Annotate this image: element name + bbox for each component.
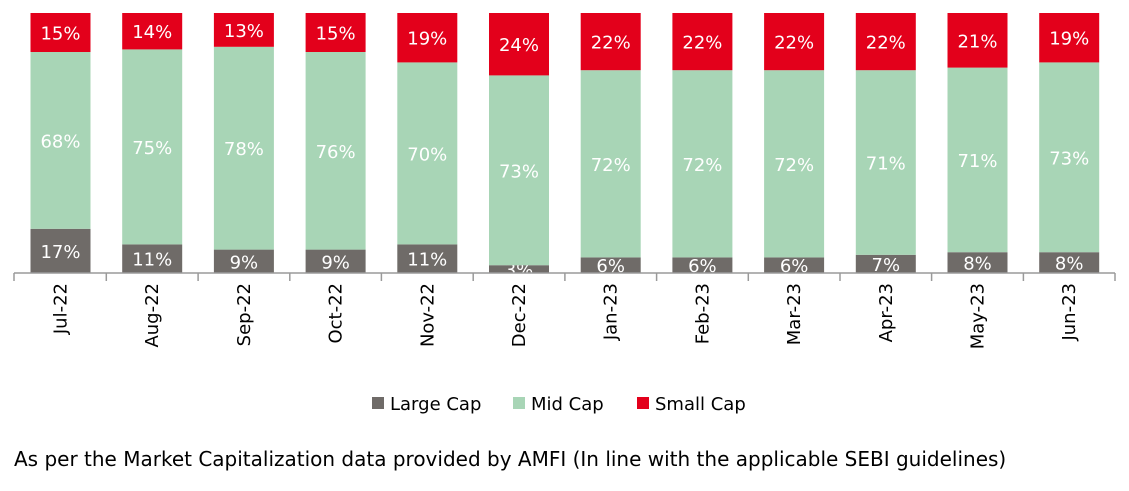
data-label-small-cap-mar-23: 22% — [774, 33, 814, 54]
bar-mid-cap-nov-22 — [397, 62, 458, 245]
legend-item-small-cap: Small Cap — [637, 394, 746, 415]
data-label-large-cap-aug-22: 11% — [132, 250, 172, 271]
data-label-large-cap-jan-23: 6% — [596, 256, 625, 277]
data-label-mid-cap-apr-23: 71% — [866, 154, 906, 175]
bar-small-cap-jul-22 — [30, 13, 91, 52]
x-axis-ticks: Jul-22 Aug-22 Sep-22 Oct-22 Nov-22 Dec-22 Jan-… — [13, 273, 1116, 349]
bar-mid-cap-jul-22 — [30, 52, 91, 229]
data-label-small-cap-feb-23: 22% — [682, 33, 722, 54]
stacked-bar-chart: 17% 68% 15% 11% 75% 14% 9% 78% 13% 9% 76% 15% 11% 70%… — [13, 13, 1116, 415]
data-label-mid-cap-jun-23: 73% — [1049, 148, 1089, 169]
bar-large-cap-dec-22 — [489, 265, 549, 273]
data-label-mid-cap-nov-22: 70% — [407, 144, 447, 165]
legend-swatch-large-cap — [372, 397, 384, 409]
bar-mid-cap-sep-22 — [213, 46, 274, 250]
bar-mid-cap-jun-23 — [1039, 62, 1100, 253]
x-tick-label-dec-22: Dec-22 — [509, 283, 530, 347]
data-label-small-cap-aug-22: 14% — [132, 22, 172, 43]
data-label-large-cap-apr-23: 7% — [872, 255, 901, 276]
bar-large-cap-jun-23 — [1039, 252, 1100, 273]
bar-mid-cap-mar-23 — [764, 70, 825, 258]
bar-small-cap-may-23 — [947, 13, 1008, 68]
bar-large-cap-apr-23 — [855, 254, 916, 273]
data-label-mid-cap-jul-22: 68% — [40, 131, 80, 152]
bar-large-cap-mar-23 — [764, 257, 825, 273]
x-tick-label-apr-23: Apr-23 — [876, 283, 897, 342]
data-label-mid-cap-aug-22: 75% — [132, 138, 172, 159]
data-label-small-cap-nov-22: 19% — [407, 29, 447, 50]
data-label-small-cap-sep-22: 13% — [224, 21, 264, 42]
data-label-mid-cap-feb-23: 72% — [682, 155, 722, 176]
bars: 17% 68% 15% 11% 75% 14% 9% 78% 13% 9% 76% 15% 11% 70%… — [30, 13, 1100, 281]
data-label-small-cap-jul-22: 15% — [40, 24, 80, 45]
bar-small-cap-dec-22 — [489, 13, 549, 76]
x-tick-label-mar-23: Mar-23 — [784, 283, 805, 345]
bar-small-cap-sep-22 — [213, 13, 274, 47]
bar-small-cap-nov-22 — [397, 13, 458, 63]
data-label-large-cap-may-23: 8% — [963, 254, 992, 275]
data-label-large-cap-jul-22: 17% — [40, 242, 80, 263]
x-tick-label-nov-22: Nov-22 — [417, 283, 438, 347]
bar-small-cap-apr-23 — [855, 13, 916, 71]
bar-large-cap-feb-23 — [672, 257, 733, 273]
data-label-small-cap-may-23: 21% — [957, 31, 997, 52]
legend-label-large-cap: Large Cap — [390, 394, 481, 415]
data-label-large-cap-sep-22: 9% — [230, 252, 259, 273]
bar-large-cap-jul-22 — [30, 228, 91, 273]
data-label-large-cap-feb-23: 6% — [688, 256, 717, 277]
data-label-mid-cap-may-23: 71% — [957, 151, 997, 172]
data-label-large-cap-dec-22: 3% — [505, 260, 534, 281]
x-tick-label-sep-22: Sep-22 — [234, 283, 255, 346]
legend-label-small-cap: Small Cap — [655, 394, 746, 415]
data-label-large-cap-oct-22: 9% — [321, 252, 350, 273]
data-label-large-cap-mar-23: 6% — [780, 256, 809, 277]
bar-mid-cap-jan-23 — [580, 70, 641, 258]
bar-large-cap-may-23 — [947, 252, 1008, 273]
x-tick-label-jul-22: Jul-22 — [51, 283, 72, 335]
data-label-large-cap-nov-22: 11% — [407, 250, 447, 271]
legend-item-mid-cap: Mid Cap — [513, 394, 604, 415]
x-tick-label-may-23: May-23 — [968, 283, 989, 349]
data-label-small-cap-apr-23: 22% — [866, 33, 906, 54]
bar-large-cap-jan-23 — [580, 257, 641, 273]
legend-swatch-mid-cap — [513, 397, 525, 409]
bar-mid-cap-aug-22 — [122, 49, 183, 245]
data-label-mid-cap-jan-23: 72% — [591, 155, 631, 176]
bar-small-cap-aug-22 — [122, 13, 183, 50]
x-tick-label-jan-23: Jan-23 — [601, 283, 622, 341]
bar-small-cap-jan-23 — [580, 13, 641, 71]
bar-large-cap-aug-22 — [122, 244, 183, 273]
bar-small-cap-oct-22 — [305, 13, 366, 52]
data-label-small-cap-oct-22: 15% — [316, 24, 356, 45]
x-tick-label-feb-23: Feb-23 — [692, 283, 713, 344]
legend: Large Cap Mid Cap Small Cap — [372, 394, 746, 415]
bar-small-cap-mar-23 — [764, 13, 825, 71]
legend-swatch-small-cap — [637, 397, 649, 409]
x-tick-label-aug-22: Aug-22 — [142, 283, 163, 348]
bar-mid-cap-feb-23 — [672, 70, 733, 258]
data-label-large-cap-jun-23: 8% — [1055, 254, 1084, 275]
bar-large-cap-oct-22 — [305, 249, 366, 273]
data-label-small-cap-jan-23: 22% — [591, 33, 631, 54]
data-label-mid-cap-dec-22: 73% — [499, 161, 539, 182]
bar-large-cap-sep-22 — [213, 249, 274, 273]
x-tick-label-jun-23: Jun-23 — [1059, 283, 1080, 342]
legend-label-mid-cap: Mid Cap — [531, 394, 604, 415]
data-label-mid-cap-mar-23: 72% — [774, 155, 814, 176]
bar-mid-cap-oct-22 — [305, 52, 366, 250]
bar-large-cap-nov-22 — [397, 244, 458, 273]
data-label-small-cap-dec-22: 24% — [499, 35, 539, 56]
footnote: As per the Market Capitalization data pr… — [14, 447, 1007, 471]
data-label-mid-cap-sep-22: 78% — [224, 139, 264, 160]
bar-mid-cap-dec-22 — [489, 75, 549, 266]
x-tick-label-oct-22: Oct-22 — [326, 283, 347, 344]
bar-mid-cap-may-23 — [947, 67, 1008, 253]
bar-small-cap-jun-23 — [1039, 13, 1100, 63]
data-label-mid-cap-oct-22: 76% — [316, 142, 356, 163]
data-label-small-cap-jun-23: 19% — [1049, 29, 1089, 50]
bar-small-cap-feb-23 — [672, 13, 733, 71]
bar-mid-cap-apr-23 — [855, 70, 916, 255]
legend-item-large-cap: Large Cap — [372, 394, 481, 415]
